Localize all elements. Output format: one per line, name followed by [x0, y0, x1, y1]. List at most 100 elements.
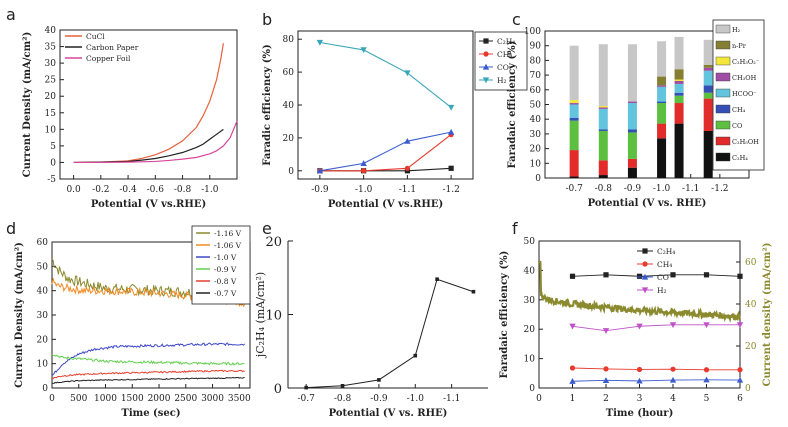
series-line [51, 342, 246, 377]
legend-swatch [715, 136, 731, 146]
y-tick-label: 0 [274, 382, 282, 397]
bar-segment [627, 158, 637, 168]
bar-segment [569, 150, 579, 177]
x-tick-label: 3000 [201, 394, 224, 404]
data-point [669, 376, 677, 383]
legend-label: n-Pr [732, 42, 747, 50]
y-tick-label: 60 [530, 86, 542, 96]
legend-marker [642, 248, 648, 254]
data-point [703, 322, 710, 328]
y-tick-label: 10 [524, 355, 536, 365]
bar-segment [598, 130, 608, 161]
x-tick-label: -0.2 [92, 185, 109, 195]
bar-segment [703, 67, 713, 71]
y-tick-label: 30 [524, 296, 536, 306]
data-point [737, 367, 743, 373]
series-line [572, 379, 741, 382]
bar-segment [703, 70, 713, 86]
bar-segment [703, 92, 713, 99]
x-tick-label: 1000 [94, 394, 117, 404]
legend-label: HCOO⁻ [732, 90, 757, 98]
legend-label: CH₃OH [732, 74, 757, 82]
y-tick-label: 90 [530, 42, 542, 52]
data-point [636, 377, 643, 384]
y-tick-label: 40 [283, 101, 295, 111]
series-line [51, 376, 245, 384]
y-tick-label: 70 [530, 71, 542, 81]
data-point [413, 353, 418, 358]
series-line [306, 278, 474, 389]
data-point [304, 385, 308, 390]
y2-axis-label: Current density (mA/cm²) [762, 243, 773, 387]
y-tick-label: 50 [530, 101, 542, 111]
y-tick-label: 20 [37, 335, 49, 345]
bar-segment [569, 117, 579, 121]
legend-box [191, 225, 251, 305]
bar-segment [598, 129, 608, 131]
chart-c: 0 10 20 30 40 50 60 70 80 90 100 -0.7 -0.8 -0.9 -1.0 -1… [507, 19, 765, 209]
bar-segment [657, 41, 667, 77]
x-tick-label: -1.0 [201, 185, 219, 195]
y-tick-label: 30 [45, 59, 57, 69]
data-point [602, 377, 610, 383]
x-tick-label: -0.9 [624, 184, 642, 194]
chart-a: -5 0 5 10 15 20 25 30 35 40 0.0 -0.2 -0.4 -0.6 -0.8 -1.… [22, 26, 238, 210]
y2-tick-label: 60 [745, 258, 757, 268]
bar-segment [598, 107, 608, 109]
bar-segment [598, 105, 608, 108]
panel-label-b: b [262, 10, 272, 29]
bar-segment [569, 176, 579, 178]
bar-segment [674, 80, 684, 84]
panel-label-e: e [262, 219, 272, 238]
chart-b: 0 20 40 60 80 -0.9 -1.0 -1.1 -1.2 Potential (V vs… [262, 30, 528, 210]
legend-label: H₂ [497, 76, 507, 85]
legend-label: -1.0 V [214, 253, 237, 262]
bar-segment [674, 103, 684, 124]
x-tick-label: -0.8 [174, 185, 192, 195]
legend-label: CO [497, 63, 509, 72]
data-point [361, 168, 367, 174]
x-tick-label: -0.4 [119, 185, 137, 195]
y-tick-label: 20 [45, 92, 57, 102]
y-tick-label: 5 [50, 142, 56, 152]
legend-label: Carbon Paper [86, 43, 139, 52]
data-point [447, 104, 455, 111]
x-tick-label: -1.2 [711, 184, 728, 194]
y-axis-label: Current Density (mA/cm²) [14, 242, 25, 388]
panel-label-a: a [6, 5, 16, 24]
y-tick-label: 40 [524, 266, 536, 276]
data-point [447, 128, 455, 135]
data-point [603, 366, 609, 372]
bar-segment [627, 167, 637, 178]
x-tick-label: 6 [737, 394, 743, 404]
legend-marker [641, 287, 649, 294]
series-line [319, 134, 452, 172]
legend-label: Copper Foil [86, 54, 131, 63]
y-tick-label: 25 [45, 76, 57, 86]
series-line [73, 43, 224, 164]
series-line [51, 354, 245, 366]
y-tick-label: 0 [529, 384, 535, 394]
bar-segment [703, 130, 713, 178]
legend-marker [483, 38, 489, 44]
bar-segment [657, 123, 667, 139]
bar-segment [703, 39, 713, 65]
y-axis-label: Faradaic efficiency (%) [499, 251, 510, 379]
x-axis-label: Time (hour) [606, 408, 674, 419]
legend-label: C₂H₅OH [732, 138, 759, 146]
bar-segment [674, 69, 684, 80]
y-tick-label: 80 [530, 56, 542, 66]
legend-swatch [715, 120, 731, 130]
legend-label: CH₄ [497, 50, 512, 59]
series-line [73, 120, 238, 164]
x-tick-label: 2500 [174, 394, 197, 404]
bar-segment [674, 95, 684, 104]
y-tick-label: 10 [530, 159, 542, 169]
x-tick-label: 2 [603, 394, 609, 404]
x-tick-label: -1.1 [399, 185, 416, 195]
data-point [340, 383, 345, 388]
bar-segment [569, 120, 579, 151]
x-tick-label: -0.8 [595, 184, 613, 194]
data-point [360, 160, 367, 166]
